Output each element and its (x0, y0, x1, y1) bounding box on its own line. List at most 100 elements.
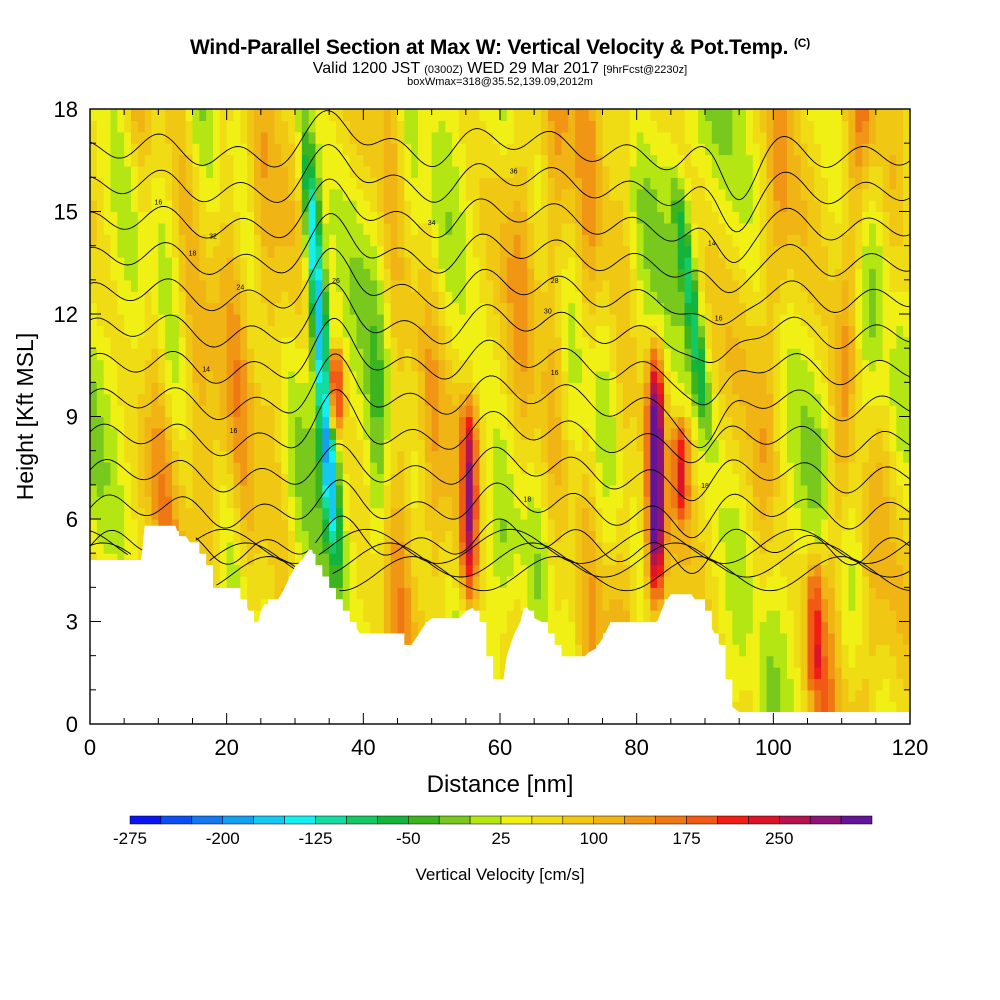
velocity-cell (834, 393, 843, 406)
velocity-cell (588, 473, 597, 486)
velocity-cell (711, 188, 720, 201)
velocity-cell (254, 222, 262, 235)
velocity-cell (165, 416, 173, 429)
velocity-cell (383, 131, 392, 144)
velocity-cell (185, 234, 194, 247)
velocity-cell (636, 154, 645, 167)
velocity-cell (609, 530, 617, 543)
velocity-cell (787, 268, 795, 281)
velocity-cell (486, 587, 494, 600)
velocity-cell (609, 370, 617, 383)
velocity-cell (397, 598, 405, 611)
velocity-cell (834, 245, 843, 258)
velocity-cell (172, 325, 180, 338)
velocity-cell (787, 370, 795, 383)
velocity-cell (547, 439, 556, 452)
velocity-cell (452, 450, 460, 463)
velocity-cell (623, 109, 631, 121)
velocity-cell (288, 541, 296, 554)
velocity-cell (800, 359, 809, 372)
velocity-cell (472, 325, 481, 338)
velocity-cell (718, 484, 727, 497)
velocity-cell (534, 587, 542, 600)
velocity-cell (472, 109, 481, 121)
velocity-cell (739, 291, 747, 304)
velocity-cell (746, 279, 754, 292)
velocity-cell (199, 393, 207, 406)
velocity-cell (568, 177, 576, 190)
velocity-cell (383, 336, 392, 349)
velocity-cell (684, 370, 692, 383)
velocity-cell (288, 188, 296, 201)
velocity-cell (834, 553, 843, 566)
velocity-cell (110, 439, 118, 452)
velocity-cell (746, 575, 754, 588)
velocity-cell (725, 211, 733, 224)
velocity-cell (657, 564, 665, 577)
velocity-cell (677, 325, 686, 338)
velocity-cell (752, 109, 761, 121)
velocity-cell (554, 188, 563, 201)
velocity-cell (90, 302, 98, 315)
velocity-cell (281, 405, 289, 418)
velocity-cell (165, 291, 173, 304)
velocity-cell (773, 632, 781, 645)
velocity-cell (479, 405, 487, 418)
velocity-cell (834, 370, 843, 383)
velocity-cell (547, 496, 556, 509)
velocity-cell (445, 131, 453, 144)
velocity-cell (452, 291, 460, 304)
velocity-cell (117, 154, 125, 167)
velocity-cell (684, 519, 692, 531)
velocity-cell (165, 109, 173, 121)
velocity-cell (213, 131, 221, 144)
velocity-cell (411, 291, 419, 304)
velocity-cell (424, 393, 433, 406)
velocity-cell (336, 143, 344, 156)
velocity-cell (431, 109, 440, 121)
velocity-cell (301, 382, 310, 395)
velocity-cell (411, 234, 419, 247)
velocity-cell (472, 268, 481, 281)
velocity-cell (472, 575, 481, 588)
velocity-cell (746, 188, 754, 201)
velocity-cell (459, 519, 467, 531)
velocity-cell (561, 370, 569, 383)
velocity-cell (561, 177, 569, 190)
velocity-cell (301, 507, 310, 520)
velocity-cell (219, 188, 228, 201)
velocity-cell (513, 177, 522, 190)
velocity-cell (500, 507, 508, 520)
velocity-cell (793, 291, 802, 304)
velocity-cell (677, 496, 686, 509)
velocity-cell (370, 120, 378, 133)
velocity-cell (165, 143, 173, 156)
velocity-cell (534, 530, 542, 543)
velocity-cell (370, 359, 378, 372)
velocity-cell (650, 154, 658, 167)
velocity-cell (561, 291, 569, 304)
velocity-cell (260, 154, 269, 167)
velocity-cell (390, 507, 399, 520)
velocity-cell (240, 541, 248, 554)
velocity-cell (711, 234, 720, 247)
velocity-cell (267, 348, 276, 361)
velocity-cell (288, 462, 296, 475)
velocity-cell (144, 507, 153, 520)
velocity-cell (629, 188, 638, 201)
velocity-cell (390, 302, 399, 315)
velocity-cell (383, 348, 392, 361)
velocity-cell (322, 131, 330, 144)
velocity-cell (342, 439, 351, 452)
velocity-cell (787, 507, 795, 520)
velocity-cell (513, 200, 522, 213)
velocity-cell (575, 279, 583, 292)
velocity-cell (267, 143, 276, 156)
velocity-cell (725, 667, 733, 680)
velocity-cell (274, 507, 282, 520)
velocity-cell (165, 302, 173, 315)
velocity-cell (711, 496, 720, 509)
velocity-cell (759, 177, 768, 190)
velocity-cell (226, 177, 235, 190)
velocity-cell (814, 644, 822, 657)
